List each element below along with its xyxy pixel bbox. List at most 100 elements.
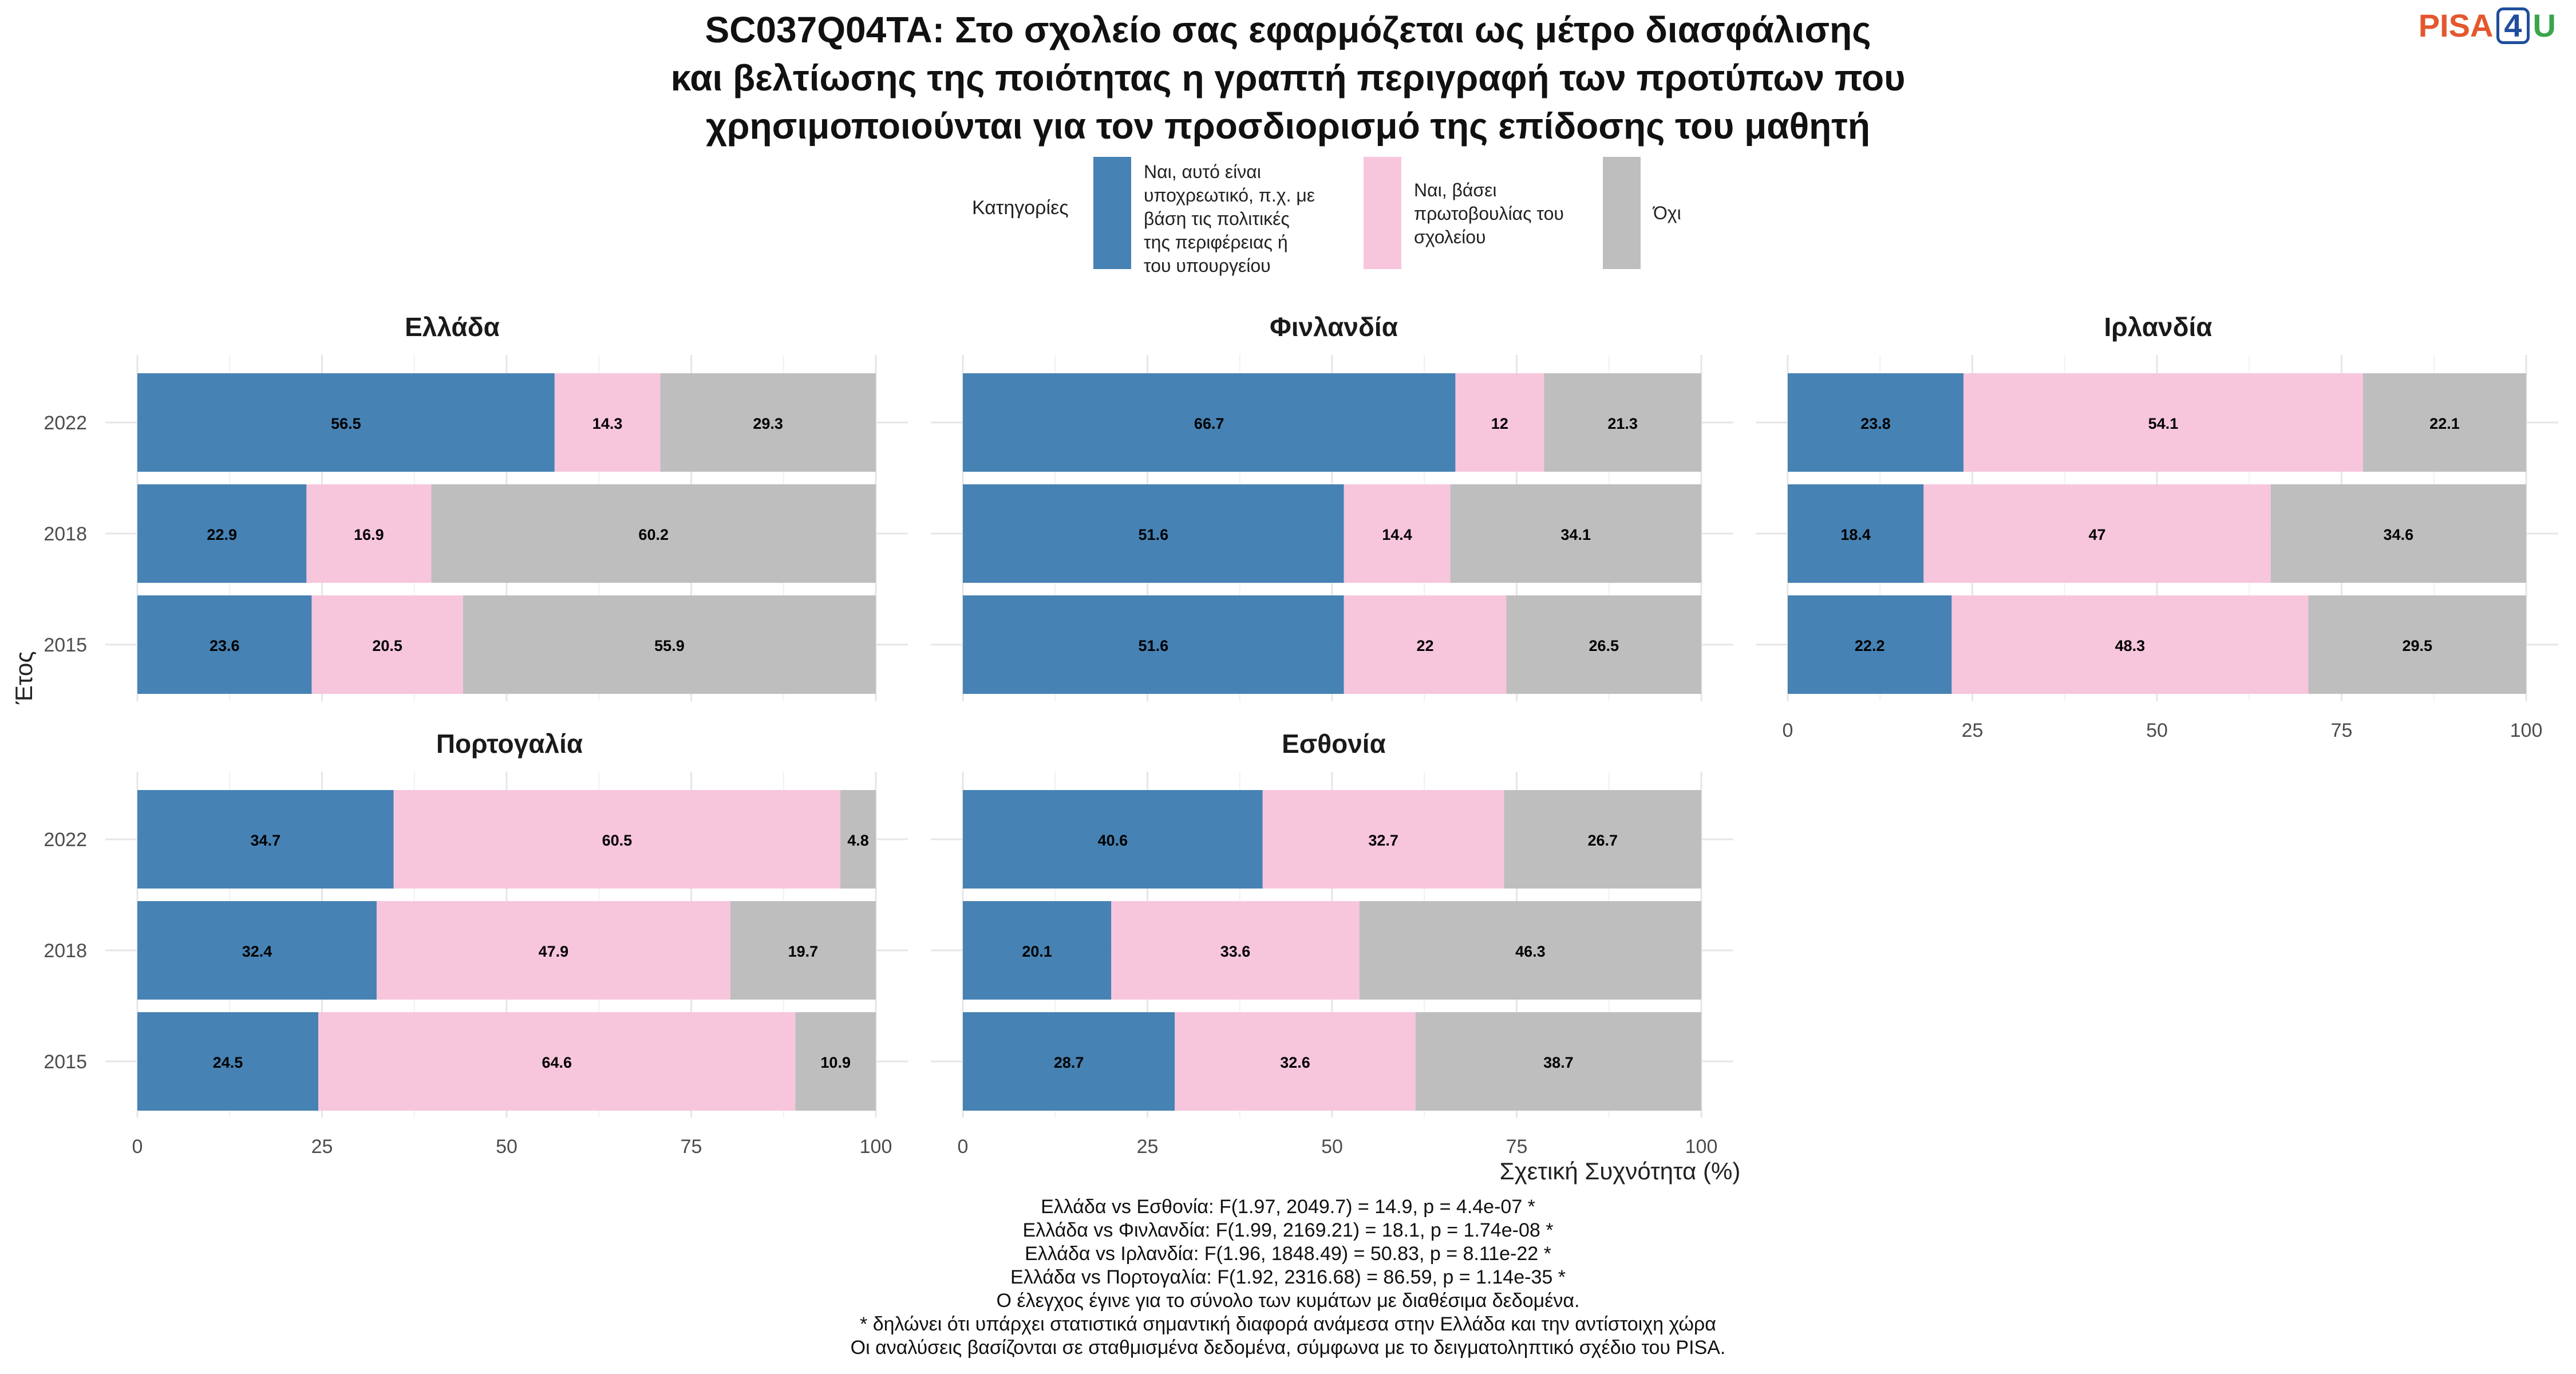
data-label: 24.5 [213,1054,243,1071]
x-tick-label: 50 [2146,720,2168,741]
facet-title-greece: Ελλάδα [405,312,500,342]
data-label: 56.5 [331,415,361,432]
bar-segment [1262,790,1504,889]
bar-segment [137,484,307,583]
data-label: 16.9 [354,526,384,543]
bar-segment [1455,373,1544,472]
bar-segment [1544,373,1701,472]
data-label: 22.9 [207,526,237,543]
bar-segment [463,595,876,694]
data-label: 47 [2088,526,2105,543]
data-label: 29.5 [2402,637,2432,654]
footer-line: Ελλάδα vs Ιρλανδία: F(1.96, 1848.49) = 5… [1025,1243,1551,1265]
bar-segment [137,373,555,472]
bar-segment [660,373,876,472]
bar-segment [963,790,1263,889]
footer-notes: Ελλάδα vs Εσθονία: F(1.97, 2049.7) = 14.… [0,1195,2576,1360]
bar-segment [2308,595,2526,694]
x-tick-label: 75 [2331,720,2353,741]
data-label: 28.7 [1054,1054,1084,1071]
bar-segment [137,790,394,889]
data-label: 14.4 [1382,526,1412,543]
bar-segment [795,1012,876,1111]
pisa4u-logo: PISA 4 U [2419,7,2556,44]
data-label: 40.6 [1098,832,1128,849]
data-label: 21.3 [1607,415,1638,432]
data-label: 22.2 [1855,637,1885,654]
footer-line: Οι αναλύσεις βασίζονται σε σταθμισμένα δ… [850,1337,1726,1359]
bar-segment [311,595,463,694]
title-line-1: SC037Q04TA: Στο σχολείο σας εφαρμόζεται … [705,9,1871,50]
data-label: 32.6 [1280,1054,1310,1071]
bar-segment [376,901,730,1000]
data-label: 64.6 [542,1054,572,1071]
x-tick-label: 75 [1506,1136,1528,1158]
data-label: 60.5 [602,832,633,849]
data-label: 18.4 [1840,526,1871,543]
x-tick-label: 75 [681,1136,702,1158]
facet-title-finland: Φινλανδία [1270,312,1398,342]
data-label: 55.9 [654,637,685,654]
data-label: 19.7 [788,943,819,960]
bar-segment [137,595,312,694]
x-tick-label: 50 [496,1136,517,1158]
footer-line: Ο έλεγχος έγινε για το σύνολο των κυμάτω… [996,1290,1580,1312]
data-label: 47.9 [539,943,569,960]
bar-segment [840,790,876,889]
y-tick-label: 2022 [44,412,87,434]
x-tick-label: 100 [860,1136,892,1158]
footer-line: * δηλώνει ότι υπάρχει στατιστικά σημαντι… [860,1313,1716,1335]
data-label: 26.7 [1588,832,1618,849]
data-label: 22 [1417,637,1434,654]
data-label: 32.4 [242,943,272,960]
logo-u-text: U [2532,7,2556,44]
bar-segment [1175,1012,1416,1111]
x-tick-label: 0 [132,1136,143,1158]
x-tick-label: 25 [1962,720,1984,741]
chart-title: SC037Q04TA: Στο σχολείο σας εφαρμόζεται … [0,6,2576,150]
bar-segment [306,484,432,583]
legend-title: Κατηγορίες [972,197,1069,219]
data-label: 34.6 [2384,526,2414,543]
data-label: 60.2 [638,526,669,543]
data-label: 51.6 [1139,526,1169,543]
y-axis-label: Έτος [10,651,37,704]
legend-swatch [1603,157,1641,269]
bar-segment [1344,484,1451,583]
x-tick-label: 25 [1137,1136,1159,1158]
bar-segment [1923,484,2271,583]
bar-segment [963,484,1344,583]
data-label: 20.5 [372,637,402,654]
data-label: 23.8 [1860,415,1891,432]
bar-segment [963,595,1344,694]
logo-pisa-text: PISA [2418,7,2494,44]
y-tick-label: 2015 [44,1051,87,1073]
x-tick-label: 100 [2510,720,2543,741]
x-tick-label: 0 [1783,720,1793,741]
data-label: 33.6 [1220,943,1251,960]
bar-segment [137,1012,319,1111]
bar-segment [1450,484,1701,583]
bar-segment [1963,373,2363,472]
bar-segment [1111,901,1360,1000]
data-label: 10.9 [820,1054,851,1071]
bar-segment [1506,595,1701,694]
title-line-3: χρησιμοποιούνται για τον προσδιορισμό τη… [706,105,1870,147]
footer-line: Ελλάδα vs Εσθονία: F(1.97, 2049.7) = 14.… [1041,1196,1535,1218]
data-label: 48.3 [2115,637,2146,654]
y-tick-label: 2018 [44,523,87,545]
bar-segment [318,1012,796,1111]
data-label: 4.8 [847,832,869,849]
bar-segment [1788,595,1952,694]
bar-segment [1504,790,1701,889]
data-label: 12 [1491,415,1508,432]
bar-segment [554,373,661,472]
x-axis-label: Σχετική Συχνότητα (%) [1499,1158,1741,1185]
bar-segment [393,790,841,889]
bar-segment [431,484,876,583]
data-label: 34.1 [1560,526,1591,543]
bar-segment [1415,1012,1701,1111]
legend-label: Όχι [1653,203,1681,223]
footer-line: Ελλάδα vs Φινλανδία: F(1.99, 2169.21) = … [1022,1219,1554,1241]
